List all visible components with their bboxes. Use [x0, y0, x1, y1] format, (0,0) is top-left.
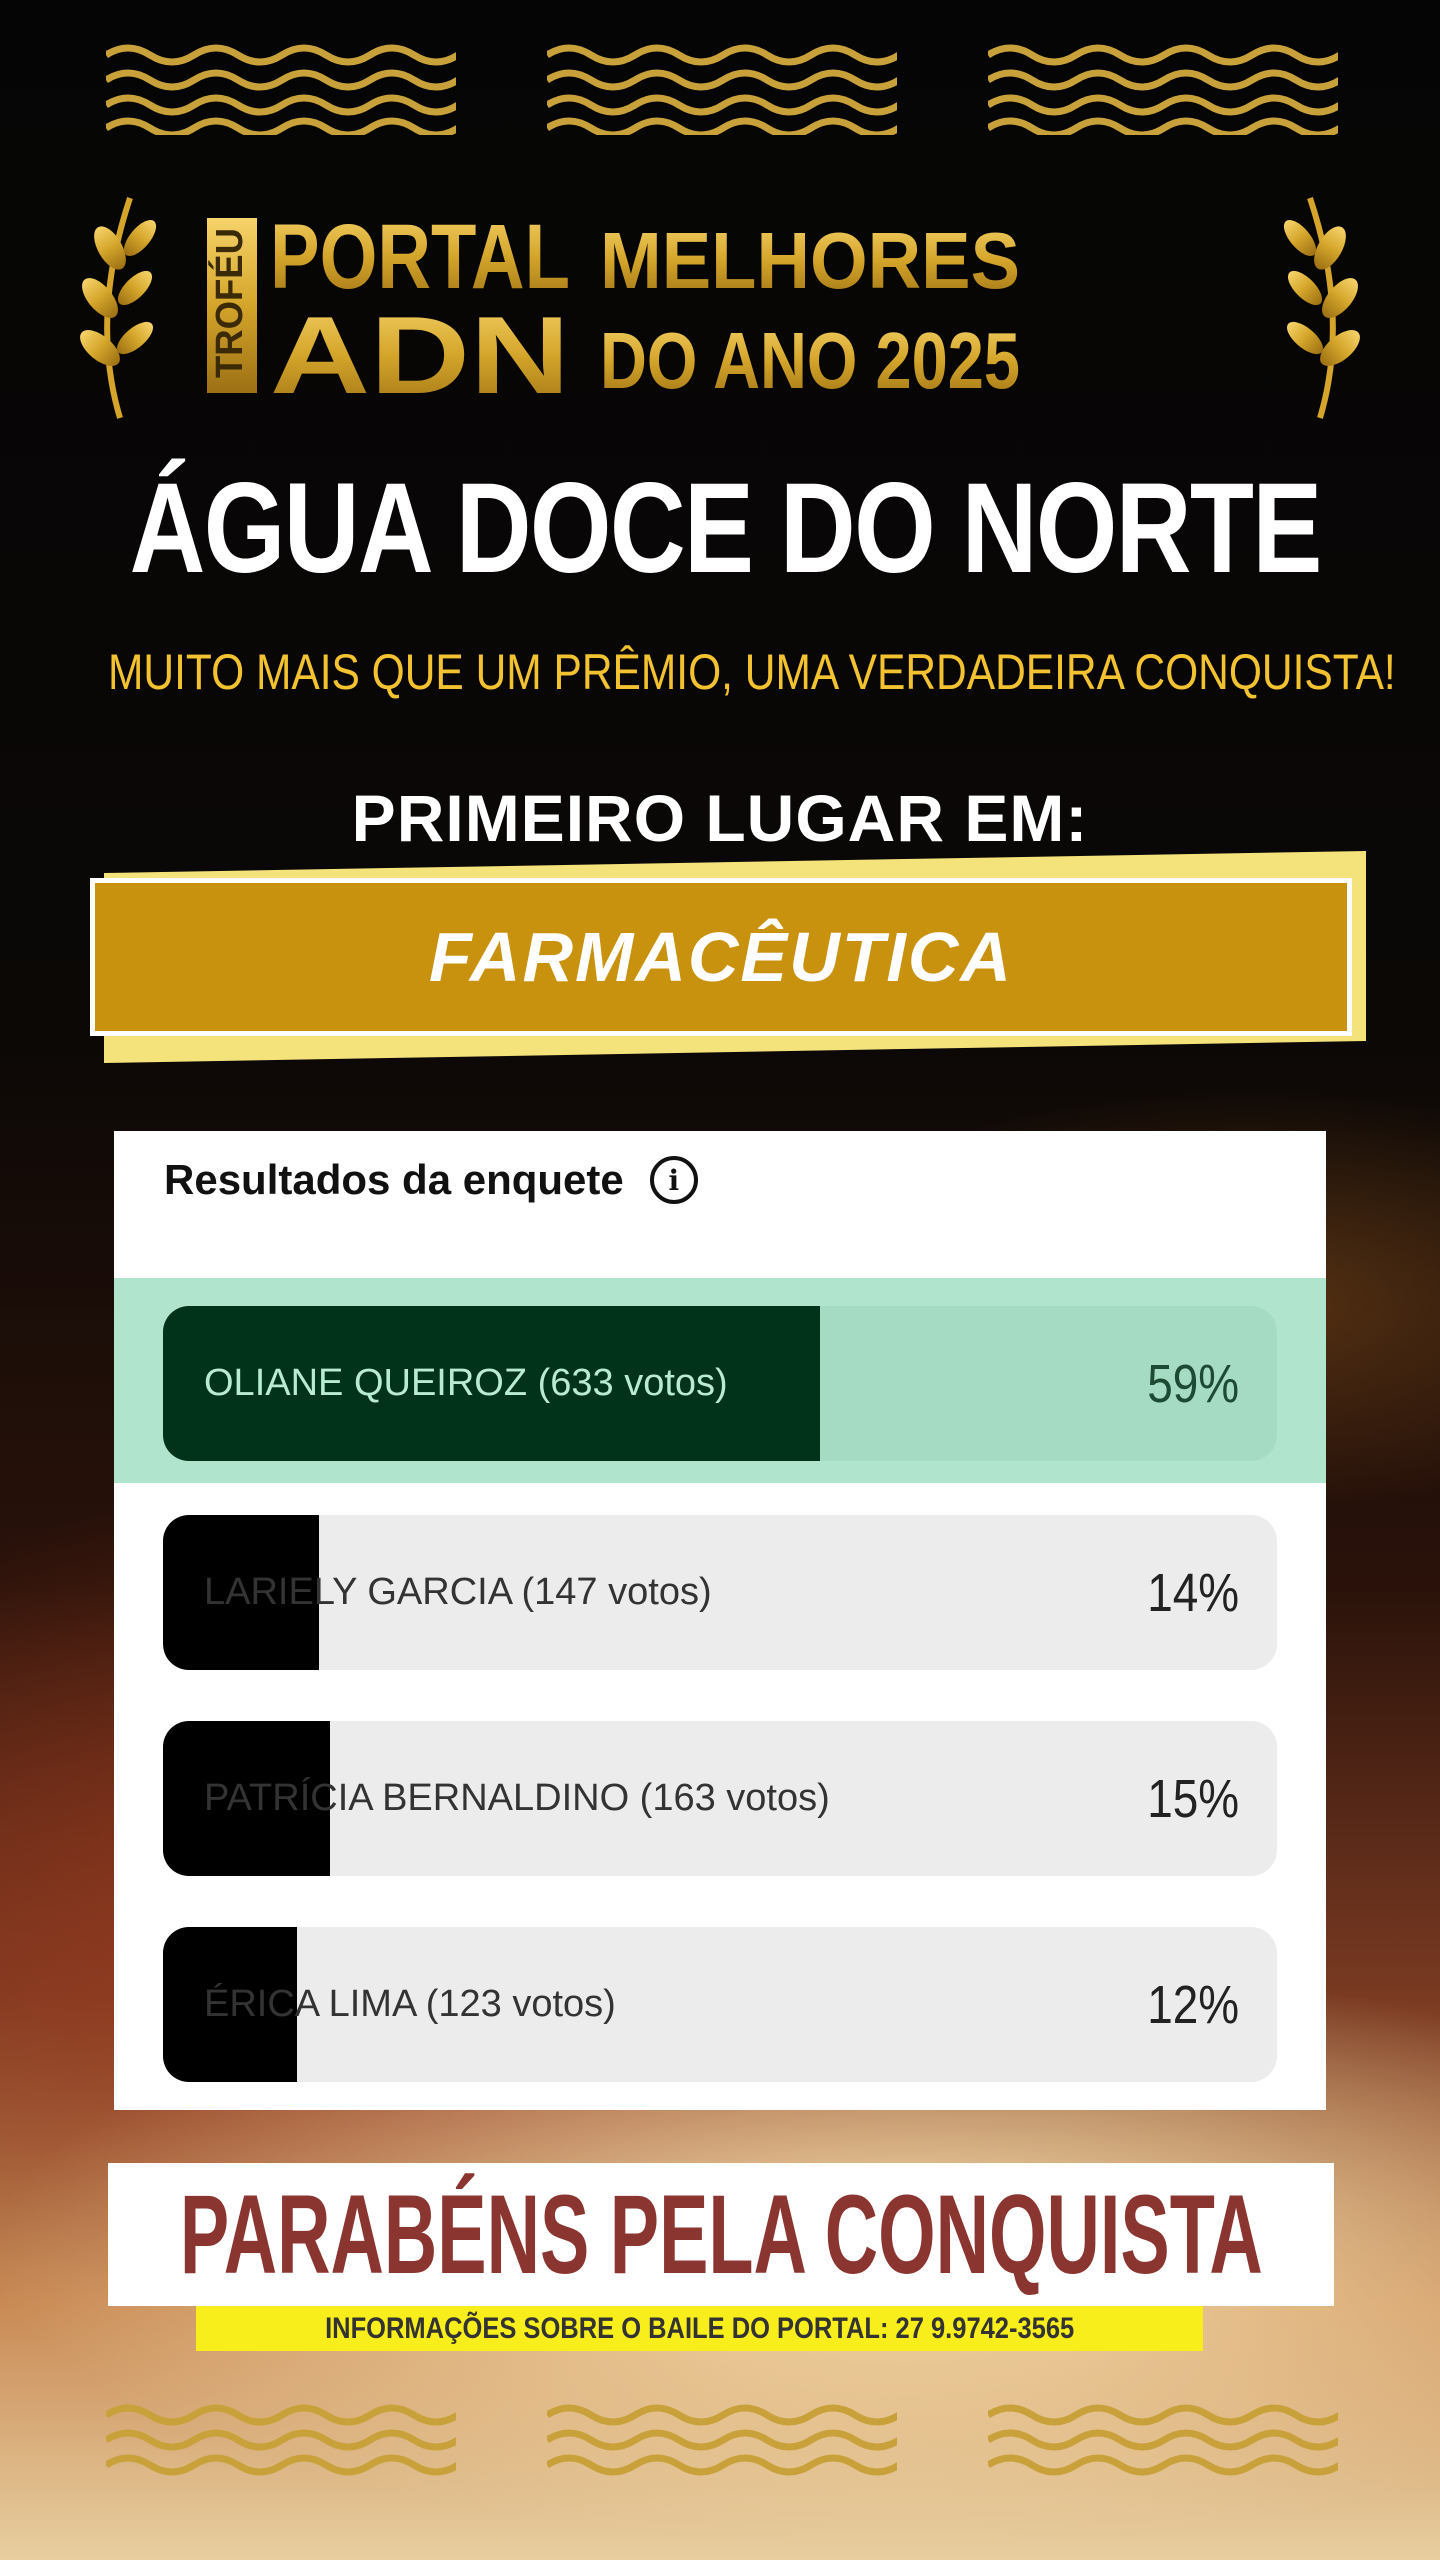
poll-bar-fill: [163, 1927, 297, 2082]
option-percent: 14%: [1147, 1562, 1239, 1623]
category-banner: FARMACÊUTICA: [90, 878, 1352, 1036]
wave-decoration: [547, 2404, 897, 2476]
info-icon[interactable]: i: [649, 1156, 698, 1204]
option-label: ÉRICA LIMA (123 votos): [204, 1983, 616, 2025]
wave-decoration: [988, 2404, 1338, 2476]
option-percent: 12%: [1147, 1974, 1239, 2035]
svg-text:PORTAL: PORTAL: [270, 206, 570, 308]
wave-decoration: [988, 44, 1338, 135]
first-place-label: PRIMEIRO LUGAR EM:: [351, 781, 1089, 855]
laurel-right-icon: [1283, 197, 1360, 419]
congrats-box: PARABÉNS PELA CONQUISTA: [108, 2163, 1334, 2306]
info-strip: INFORMAÇÕES SOBRE O BAILE DO PORTAL: 27 …: [196, 2306, 1203, 2351]
wave-decoration: [106, 44, 456, 135]
option-label: PATRÍCIA BERNALDINO (163 votos): [204, 1777, 830, 1819]
subtitle: MUITO MAIS QUE UM PRÊMIO, UMA VERDADEIRA…: [108, 644, 1396, 700]
info-strip-text: INFORMAÇÕES SOBRE O BAILE DO PORTAL: 27 …: [324, 2311, 1075, 2345]
laurel-left-icon: [80, 197, 157, 419]
poll-option[interactable]: PATRÍCIA BERNALDINO (163 votos) 15%: [163, 1721, 1277, 1876]
poll-option[interactable]: ÉRICA LIMA (123 votos) 12%: [163, 1927, 1277, 2082]
poll-header: Resultados da enquete i: [164, 1156, 698, 1204]
poll-option[interactable]: LARIELY GARCIA (147 votos) 14%: [163, 1515, 1277, 1670]
poll-option[interactable]: OLIANE QUEIROZ (633 votos) 59%: [163, 1306, 1277, 1461]
wave-decoration: [547, 44, 897, 135]
poll-bar-fill: [163, 1721, 331, 1876]
poll-title: Resultados da enquete: [164, 1156, 624, 1203]
svg-text:MELHORES: MELHORES: [600, 216, 1020, 305]
poll-bar-fill: [163, 1306, 821, 1461]
svg-text:TROFÉU: TROFÉU: [207, 228, 251, 378]
option-label: OLIANE QUEIROZ (633 votos): [204, 1362, 728, 1404]
option-label: LARIELY GARCIA (147 votos): [204, 1571, 712, 1613]
svg-text:ADN: ADN: [270, 294, 570, 417]
option-percent: 59%: [1147, 1353, 1239, 1414]
option-percent: 15%: [1147, 1768, 1239, 1829]
congrats-text: PARABÉNS PELA CONQUISTA: [179, 2172, 1263, 2297]
trophy-logo: TROFÉU PORTAL ADN MELHORES DO ANO 2025: [80, 197, 1360, 419]
category-label: FARMACÊUTICA: [429, 918, 1013, 996]
poll-bar-fill: [163, 1515, 319, 1670]
page-title: ÁGUA DOCE DO NORTE: [129, 457, 1323, 600]
svg-text:DO ANO 2025: DO ANO 2025: [600, 316, 1020, 405]
poll-results-card: Resultados da enquete i OLIANE QUEIROZ (…: [114, 1131, 1326, 2110]
wave-decoration: [106, 2404, 456, 2476]
